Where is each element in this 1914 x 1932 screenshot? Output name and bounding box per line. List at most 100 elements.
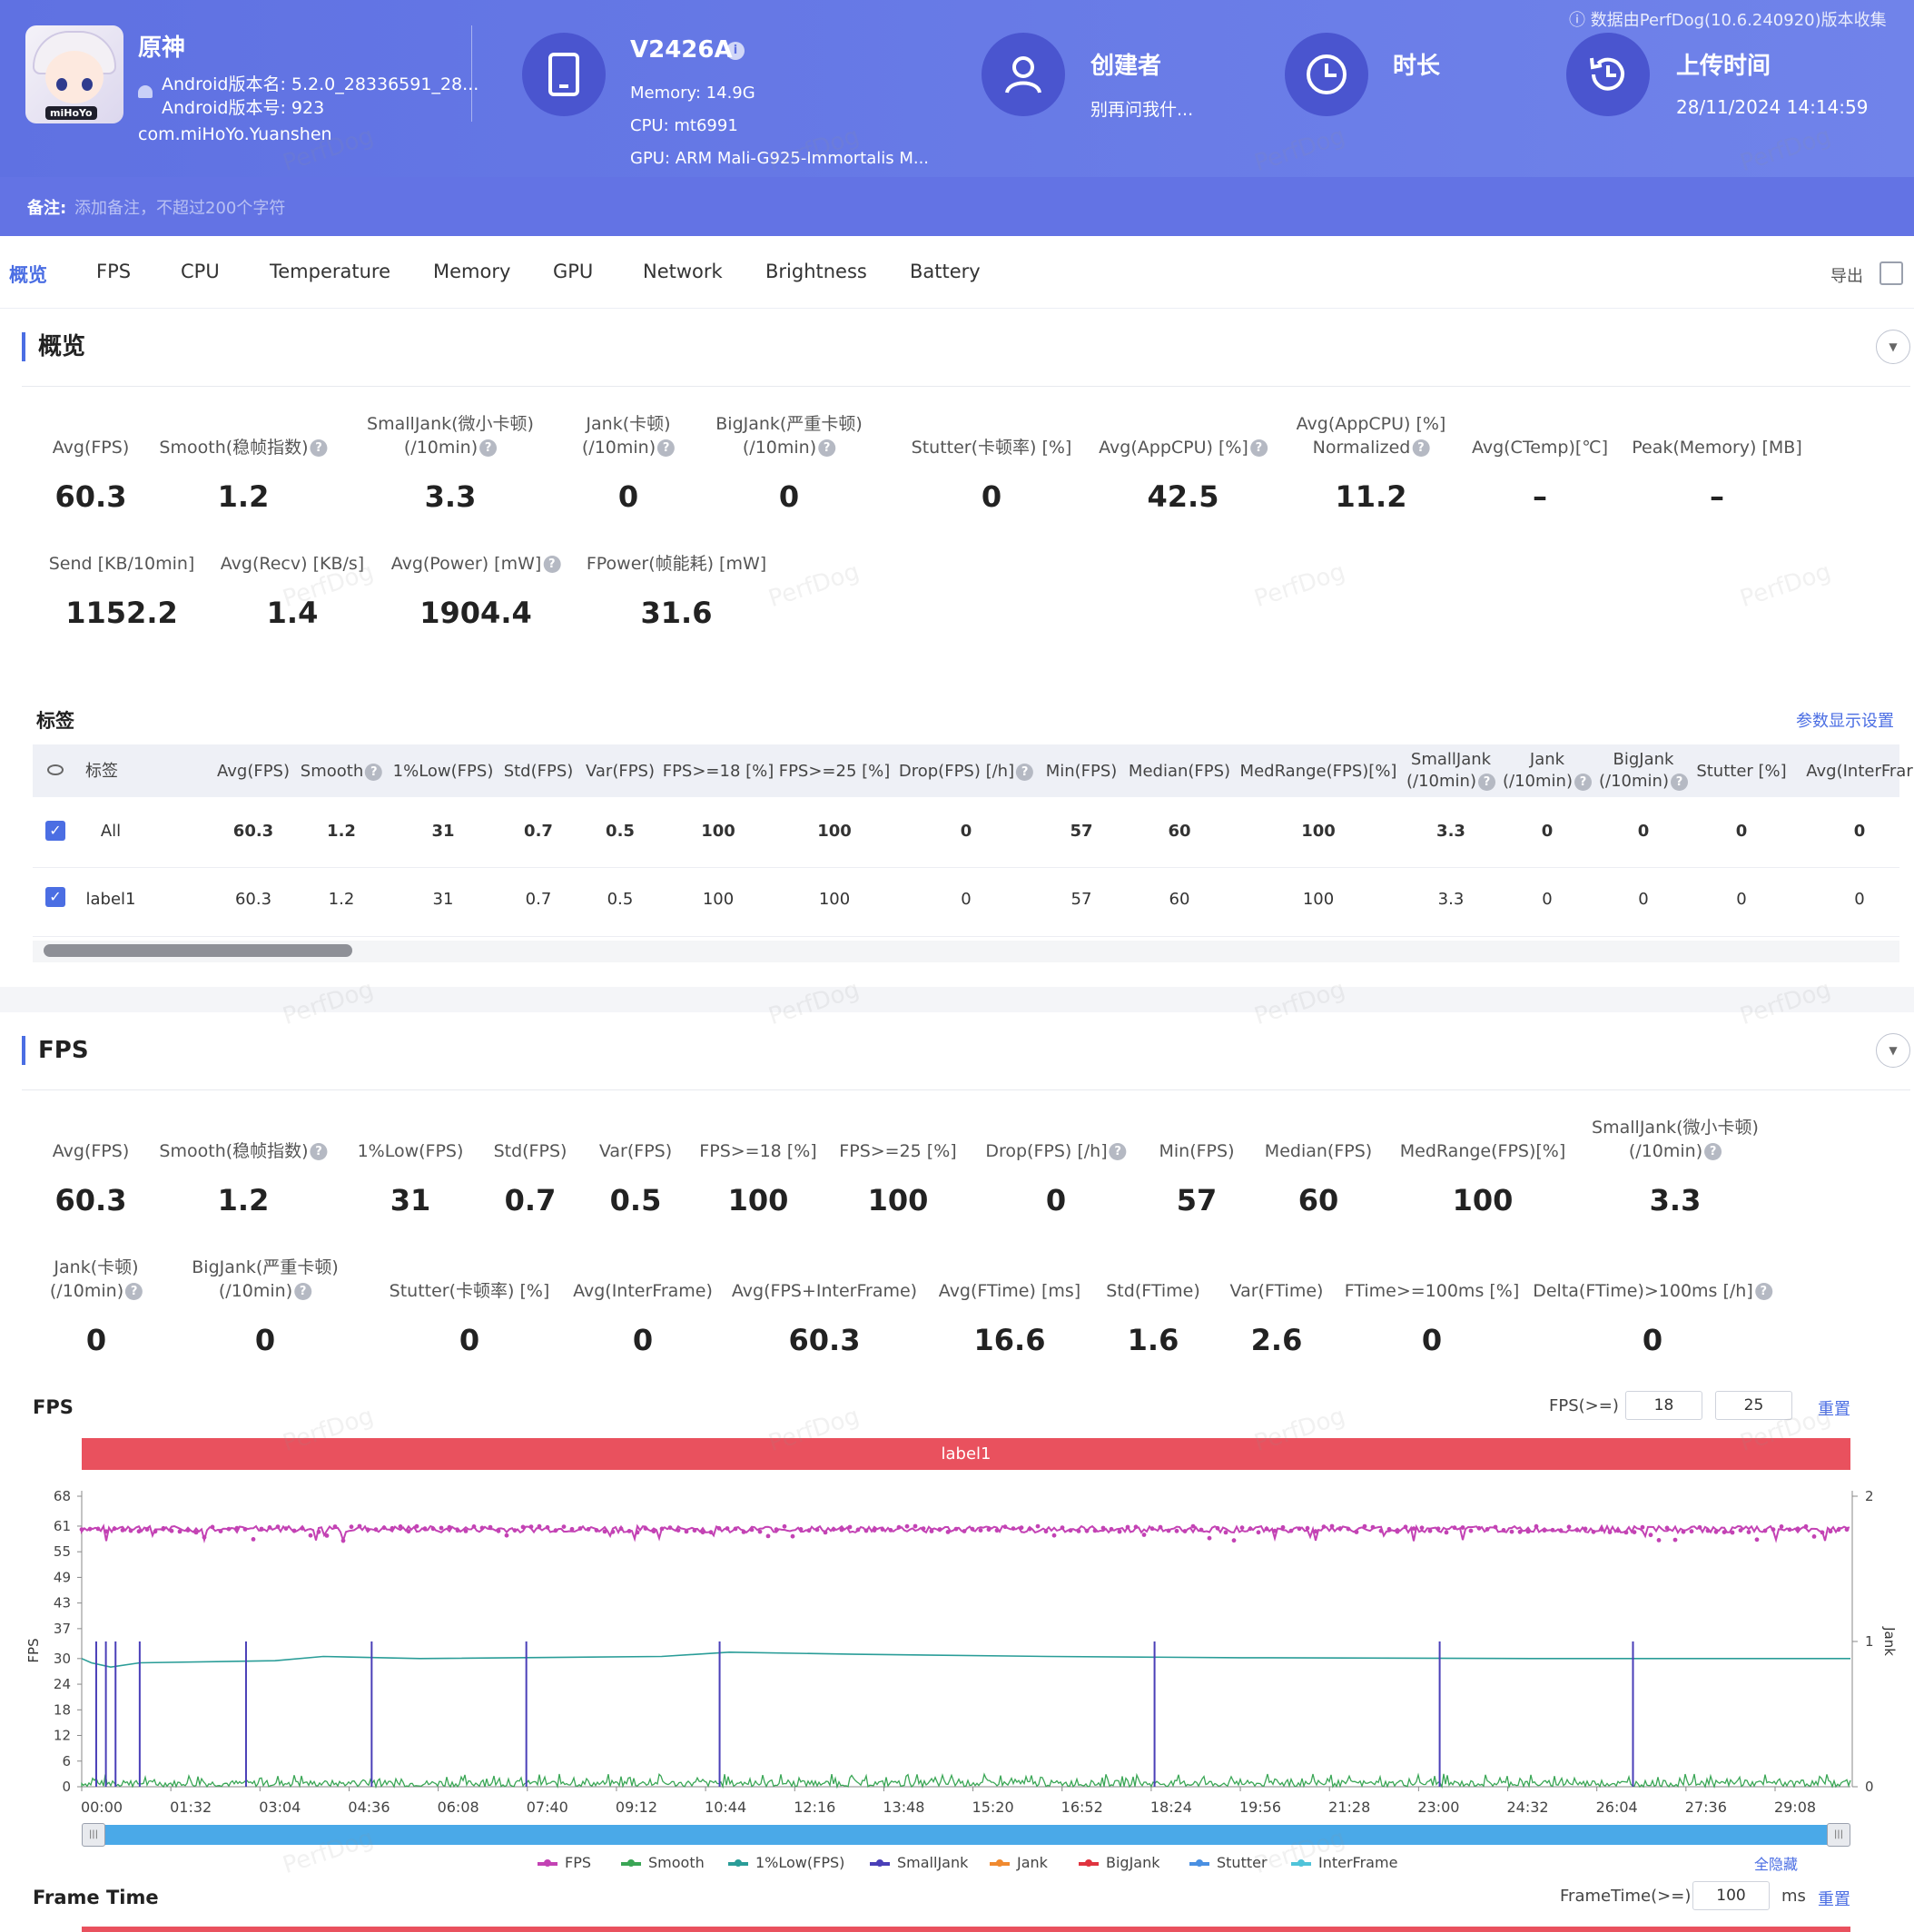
frame-time-reset-button[interactable]: 重置 xyxy=(1818,1890,1850,1909)
help-icon[interactable]: ? xyxy=(1670,773,1688,791)
time-range-slider[interactable]: ||| ||| xyxy=(82,1823,1850,1847)
metric-value: 0 xyxy=(1421,1323,1443,1357)
table-scrollbar[interactable] xyxy=(44,944,352,957)
row-checkbox-all[interactable]: ✓ xyxy=(45,821,65,841)
fps-point xyxy=(104,1529,109,1534)
table-cell: 0.5 xyxy=(607,890,634,909)
tab-overview[interactable]: 概览 xyxy=(9,264,47,286)
info-icon[interactable]: i xyxy=(726,42,745,60)
fps-point xyxy=(962,1529,967,1533)
legend-item[interactable]: FPS xyxy=(538,1854,591,1871)
frame-time-threshold-input[interactable]: 100 xyxy=(1692,1881,1770,1910)
fps-point xyxy=(1141,1533,1147,1537)
legend-item[interactable]: SmallJank xyxy=(870,1854,968,1871)
help-icon[interactable]: ? xyxy=(1412,439,1430,457)
help-icon[interactable]: ? xyxy=(294,1283,312,1300)
help-icon[interactable]: ? xyxy=(1109,1143,1127,1160)
fps-point xyxy=(1378,1528,1384,1533)
param-settings-link[interactable]: 参数显示设置 xyxy=(1796,712,1894,731)
fps-point xyxy=(1002,1524,1008,1530)
help-icon[interactable]: ? xyxy=(818,439,836,457)
tab-cpu[interactable]: CPU xyxy=(181,261,220,282)
tab-battery[interactable]: Battery xyxy=(910,261,981,282)
y-tick-label: 30 xyxy=(54,1651,71,1667)
fps-point xyxy=(1011,1526,1016,1531)
fps-threshold-input-2[interactable]: 25 xyxy=(1715,1391,1792,1420)
help-icon[interactable]: ? xyxy=(1704,1143,1722,1160)
tab-gpu[interactable]: GPU xyxy=(553,261,594,282)
metric-value: 1152.2 xyxy=(65,596,178,630)
metric-label: Avg(InterFrame) xyxy=(573,1279,713,1303)
legend-item[interactable]: 1%Low(FPS) xyxy=(728,1854,844,1871)
fps-point xyxy=(1623,1530,1629,1535)
table-cell: 60.3 xyxy=(232,822,274,841)
metric-label-text: Stutter(卡顿率) [%] xyxy=(389,1281,550,1301)
tab-network[interactable]: Network xyxy=(643,261,723,282)
slider-handle-left[interactable]: ||| xyxy=(82,1823,105,1847)
fps-point xyxy=(1591,1529,1596,1534)
fps-threshold-input-1[interactable]: 18 xyxy=(1625,1391,1702,1420)
table-header-cell: BigJank (/10min)? xyxy=(1599,749,1688,793)
overview-collapse-icon[interactable]: ▼ xyxy=(1876,330,1910,364)
note-input[interactable]: 添加备注，不超过200个字符 xyxy=(74,199,286,218)
metric-label: Stutter(卡顿率) [%] xyxy=(390,1279,550,1303)
legend-item[interactable]: BigJank xyxy=(1079,1854,1160,1871)
export-button[interactable]: 导出 xyxy=(1830,267,1863,286)
fps-reset-button[interactable]: 重置 xyxy=(1818,1400,1850,1419)
fps-point xyxy=(1452,1525,1457,1531)
y2-tick-label: 2 xyxy=(1865,1488,1874,1504)
metric-label-text: Avg(CTemp)[℃] xyxy=(1471,438,1609,458)
help-icon[interactable]: ? xyxy=(310,439,328,457)
fps-point xyxy=(1248,1526,1253,1532)
tab-temperature[interactable]: Temperature xyxy=(270,261,391,282)
help-icon[interactable]: ? xyxy=(1754,1283,1772,1300)
y-tick-label: 0 xyxy=(62,1779,71,1795)
frame-time-threshold-label: FrameTime(>=) xyxy=(1560,1887,1692,1906)
table-cell: 3.3 xyxy=(1436,822,1465,841)
help-icon[interactable]: ? xyxy=(125,1283,143,1300)
fps-point xyxy=(1043,1529,1049,1534)
tab-memory[interactable]: Memory xyxy=(433,261,511,282)
fps-point xyxy=(406,1529,411,1534)
help-icon[interactable]: ? xyxy=(1574,773,1592,791)
fps-point xyxy=(439,1525,444,1531)
help-icon[interactable]: ? xyxy=(479,439,498,457)
x-tick-label: 00:00 xyxy=(81,1799,123,1816)
export-icon[interactable] xyxy=(1879,261,1903,285)
hide-all-button[interactable]: 全隐藏 xyxy=(1754,1856,1799,1873)
table-header-cell: Avg(InterFrar xyxy=(1806,762,1913,781)
help-icon[interactable]: ? xyxy=(310,1143,328,1160)
fps-point xyxy=(561,1524,567,1529)
help-icon[interactable]: ? xyxy=(365,763,383,781)
row-checkbox-label1[interactable]: ✓ xyxy=(45,887,65,907)
help-icon[interactable]: ? xyxy=(657,439,676,457)
fps-point xyxy=(692,1528,697,1533)
table-header-cell: 标签 xyxy=(85,762,118,781)
help-icon[interactable]: ? xyxy=(1016,763,1034,781)
metric-label: Drop(FPS) [/h]? xyxy=(985,1139,1127,1163)
table-header-cell: MedRange(FPS)[%] xyxy=(1239,762,1397,781)
fps-point xyxy=(577,1526,583,1531)
table-header-cell: Jank (/10min)? xyxy=(1503,749,1592,793)
slider-handle-right[interactable]: ||| xyxy=(1827,1823,1850,1847)
fps-point xyxy=(1844,1527,1850,1533)
tab-fps[interactable]: FPS xyxy=(96,261,132,282)
help-icon[interactable]: ? xyxy=(1477,773,1495,791)
one-percent-low-series xyxy=(81,1651,1850,1669)
legend-item[interactable]: Stutter xyxy=(1189,1854,1268,1871)
label-bar[interactable]: label1 xyxy=(82,1438,1850,1470)
eye-icon[interactable] xyxy=(47,764,64,775)
help-icon[interactable]: ? xyxy=(543,556,561,573)
help-icon[interactable]: ? xyxy=(1249,439,1268,457)
legend-item[interactable]: Smooth xyxy=(621,1854,705,1871)
fps-point xyxy=(602,1529,607,1534)
tab-brightness[interactable]: Brightness xyxy=(765,261,867,282)
legend-item[interactable]: InterFrame xyxy=(1291,1854,1397,1871)
fps-collapse-icon[interactable]: ▼ xyxy=(1876,1033,1910,1068)
legend-item[interactable]: Jank xyxy=(990,1854,1048,1871)
table-cell: 100 xyxy=(702,890,735,909)
table-cell: 0 xyxy=(1541,822,1554,841)
legend-swatch xyxy=(870,1858,890,1867)
